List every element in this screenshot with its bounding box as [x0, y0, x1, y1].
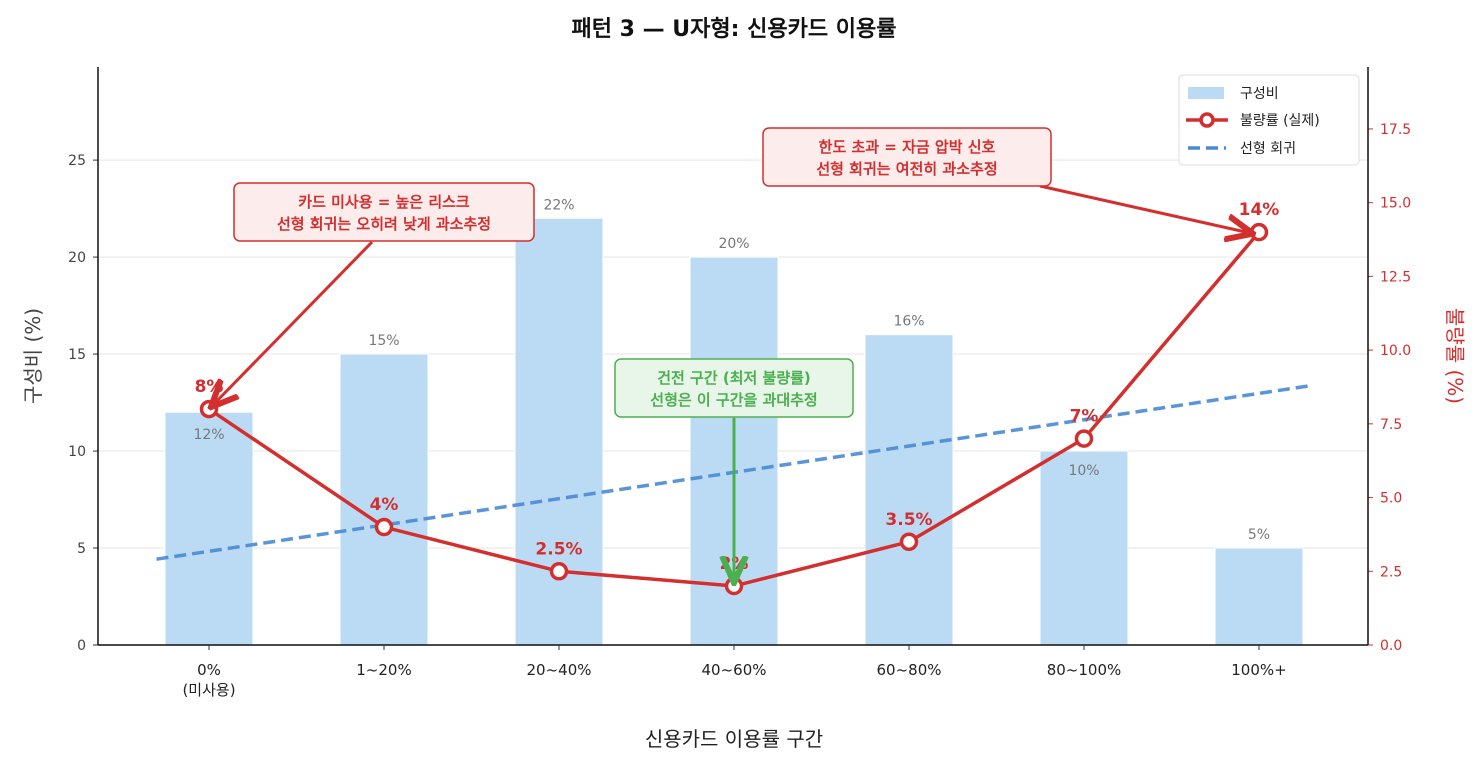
- y-tick-label-right: 15.0: [1380, 196, 1411, 212]
- default-rate-label: 8%: [195, 377, 224, 397]
- y-tick-label-right: 17.5: [1380, 122, 1411, 138]
- y-axis-label-left: 구성비 (%): [21, 308, 45, 404]
- y-tick-label-left: 5: [77, 541, 86, 557]
- default-rate-point: [899, 532, 919, 552]
- annotation-text: 선형 회귀는 오히려 낮게 과소추정: [277, 215, 491, 233]
- chart-title: 패턴 3 — U자형: 신용카드 이용률: [572, 17, 897, 42]
- y-tick-label-right: 0.0: [1380, 638, 1402, 654]
- default-rate-label: 4%: [370, 495, 399, 515]
- default-rate-label: 7%: [1070, 407, 1099, 427]
- x-tick-label: 1~20%: [356, 661, 411, 679]
- bar: [864, 334, 954, 646]
- y-tick-label-left: 10: [68, 444, 86, 460]
- bar: [164, 411, 254, 646]
- annotation-text: 한도 초과 = 자금 압박 신호: [819, 138, 996, 156]
- bar: [1039, 450, 1129, 646]
- default-rate-point: [1249, 222, 1269, 242]
- annotation-box: [233, 182, 535, 242]
- y-tick-label-right: 5.0: [1380, 491, 1402, 507]
- y-tick-label-right: 7.5: [1380, 417, 1402, 433]
- annotation-arrow: [1039, 184, 1250, 233]
- bar-value-label: 12%: [193, 427, 224, 443]
- y-axis-label-right: 불량률 (%): [1443, 308, 1467, 404]
- annotation-text: 선형은 이 구간을 과대추정: [650, 391, 817, 409]
- annotation-text: 선형 회귀는 여전히 과소추정: [816, 160, 997, 178]
- y-tick-label-left: 0: [77, 638, 86, 654]
- y-tick-label-right: 12.5: [1380, 269, 1411, 285]
- default-rate-label: 2.5%: [535, 539, 582, 559]
- annotation-arrow: [213, 240, 374, 405]
- x-axis-label: 신용카드 이용률 구간: [645, 727, 823, 751]
- y-tick-label-left: 15: [68, 347, 86, 363]
- y-tick-label-right: 2.5: [1380, 564, 1402, 580]
- default-rate-point: [724, 576, 744, 596]
- annotation-box: [614, 358, 854, 418]
- bar-value-label: 10%: [1068, 463, 1099, 479]
- default-rate-point: [549, 562, 569, 581]
- bar: [339, 353, 429, 646]
- bar-value-label: 15%: [368, 333, 399, 349]
- annotation-text: 건전 구간 (최저 불량률): [657, 369, 811, 387]
- legend-label: 불량률 (실제): [1240, 113, 1320, 129]
- y-tick-label-left: 20: [68, 250, 86, 266]
- bar: [1214, 547, 1304, 646]
- default-rate-point: [1074, 429, 1094, 448]
- bar-value-label: 5%: [1248, 527, 1270, 543]
- legend-swatch-marker: [1199, 112, 1215, 128]
- legend-label: 구성비: [1240, 86, 1279, 102]
- x-tick-label: 40~60%: [702, 661, 767, 679]
- bar: [514, 217, 604, 646]
- default-rate-point: [374, 517, 394, 537]
- bar-value-label: 20%: [718, 236, 749, 252]
- x-tick-label: 0% (미사용): [182, 661, 235, 699]
- legend-label: 선형 회귀: [1240, 141, 1296, 157]
- legend-swatch-bar: [1188, 87, 1224, 99]
- bar-value-label: 22%: [543, 197, 574, 213]
- default-rate-label: 3.5%: [885, 510, 932, 530]
- y-tick-label-left: 25: [68, 153, 86, 169]
- x-tick-label: 80~100%: [1047, 661, 1122, 679]
- x-tick-label: 100%+: [1231, 661, 1286, 679]
- annotation-box: [762, 127, 1052, 187]
- x-tick-label: 60~80%: [877, 661, 942, 679]
- y-tick-label-right: 10.0: [1380, 343, 1411, 359]
- default-rate-label: 14%: [1239, 200, 1280, 220]
- bar-value-label: 16%: [893, 314, 924, 330]
- x-tick-label: 20~40%: [527, 661, 592, 679]
- annotation-text: 카드 미사용 = 높은 리스크: [298, 193, 470, 211]
